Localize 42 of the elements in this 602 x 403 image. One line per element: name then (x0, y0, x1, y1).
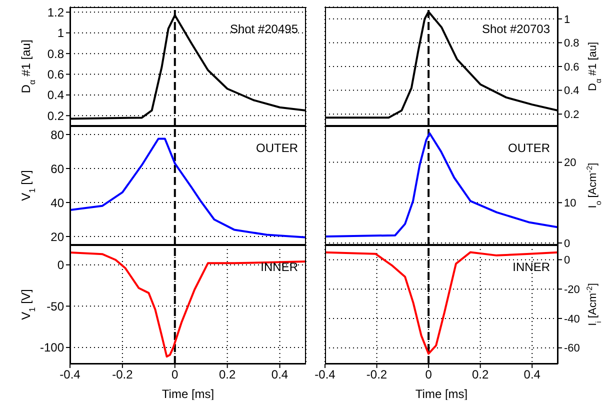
y-tick-label: 0.2 (47, 108, 64, 123)
x-tick-label: -0.4 (60, 368, 81, 382)
x-tick-label: 0.4 (524, 368, 541, 382)
annotation: OUTER (256, 141, 298, 155)
y-tick-label: 20 (50, 230, 64, 244)
y2-tick-label: 20 (564, 157, 576, 170)
y2-tick-label: 0.2 (564, 109, 580, 122)
line-series (70, 138, 306, 238)
y2-tick-label: 0.8 (564, 38, 580, 50)
y-tick-label: 1 (57, 26, 64, 40)
x-tick-label: -0.4 (314, 368, 336, 382)
x-tick-label: 0 (425, 368, 432, 382)
y-tick-label: 0.6 (47, 68, 64, 82)
y-tick-label: 40 (50, 196, 64, 210)
y-tick-label: -50 (46, 299, 64, 314)
x-tick-label: 0.2 (218, 368, 236, 382)
y2-tick-label: 10 (564, 198, 576, 210)
y-tick-label: 80 (50, 128, 64, 142)
y-tick-label: 0 (57, 258, 64, 272)
x-tick-label: 0.4 (271, 368, 288, 382)
annotation: Shot #20495 (230, 22, 298, 36)
annotation: INNER (260, 260, 298, 274)
y2-tick-label: 1 (564, 14, 570, 26)
y2-tick-label: -60 (564, 342, 580, 355)
y2-tick-label: 0.4 (564, 85, 580, 98)
annotation: INNER (512, 260, 550, 274)
y-tick-label: 0.4 (47, 88, 64, 102)
y-tick-label: 60 (50, 162, 64, 176)
y2-tick-label: 0.6 (564, 61, 580, 74)
y2-tick-label: 0 (564, 254, 570, 267)
annotation: OUTER (508, 141, 550, 155)
y-tick-label: 1.2 (47, 5, 64, 20)
y-tick-label: -100 (40, 340, 64, 355)
x-tick-label: 0.2 (472, 368, 489, 382)
annotation: Shot #20703 (482, 22, 550, 36)
y2-tick-label: -40 (564, 313, 580, 326)
y2-tick-label: -20 (564, 284, 580, 296)
x-tick-label: 0 (172, 368, 179, 382)
x-tick-label: -0.2 (366, 368, 388, 382)
y2-tick-label: 0 (564, 238, 570, 250)
x-tick-label: -0.2 (112, 368, 134, 382)
y-tick-label: 0.8 (47, 46, 64, 61)
